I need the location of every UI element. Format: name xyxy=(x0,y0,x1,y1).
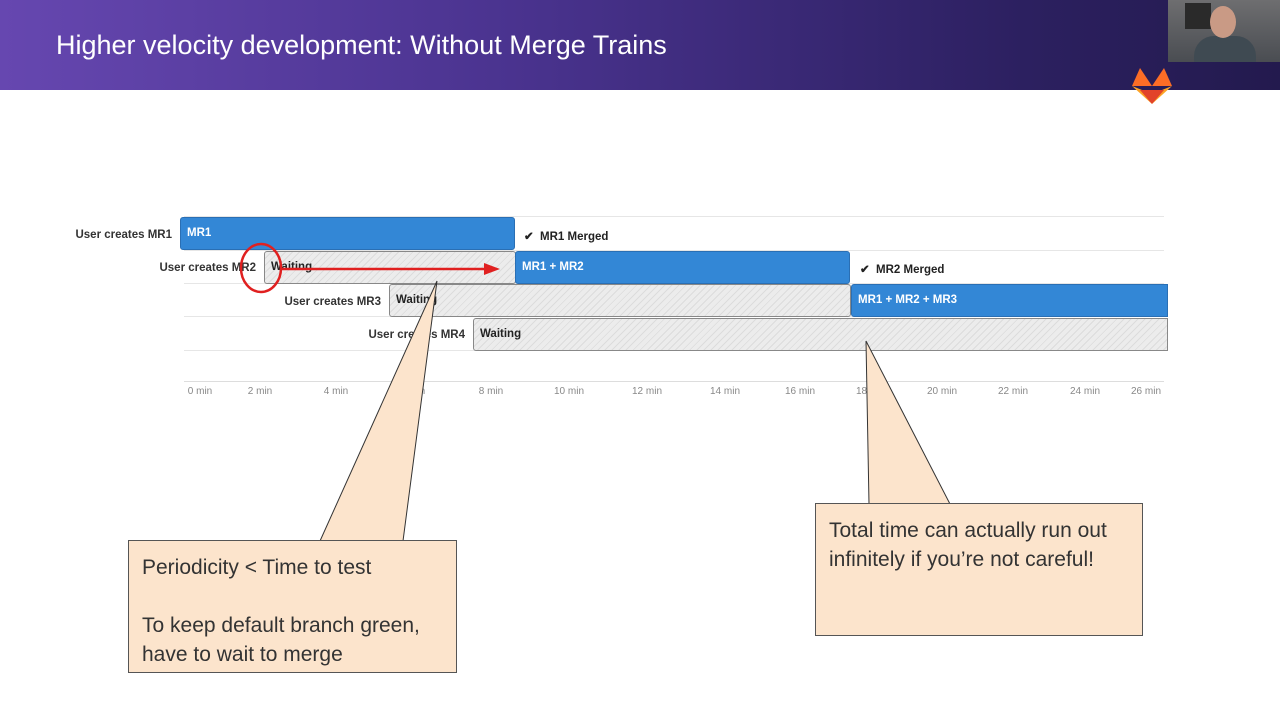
check-icon: ✔ xyxy=(860,264,870,276)
row-label: User creates MR1 xyxy=(75,229,172,241)
presenter-webcam xyxy=(1168,0,1280,62)
tick-label: 10 min xyxy=(553,386,585,397)
tick-label: 4 min xyxy=(323,386,349,397)
tick-label: 0 min xyxy=(187,386,213,397)
tick-label: 18 min xyxy=(855,386,887,397)
tick-label: 2 min xyxy=(247,386,273,397)
bar-waiting: Waiting xyxy=(473,318,1168,351)
x-axis-line xyxy=(184,381,1164,382)
row-label: User creates MR3 xyxy=(284,296,381,308)
callout-pointer-right xyxy=(865,340,951,505)
row-label: User creates MR2 xyxy=(159,262,256,274)
callout-left: Periodicity < Time to test To keep defau… xyxy=(128,540,457,673)
bar-mr1: MR1 xyxy=(180,217,515,250)
tick-label: 26 min xyxy=(1130,386,1162,397)
tick-label: 22 min xyxy=(997,386,1029,397)
merged-label: ✔ MR1 Merged xyxy=(524,231,609,243)
tick-label: 20 min xyxy=(926,386,958,397)
tick-label: 12 min xyxy=(631,386,663,397)
callout-pointer-left xyxy=(319,280,438,542)
tick-label: 6 min xyxy=(400,386,426,397)
title-bar: Higher velocity development: Without Mer… xyxy=(0,0,1280,90)
merged-label: ✔ MR2 Merged xyxy=(860,264,945,276)
tick-label: 16 min xyxy=(784,386,816,397)
slide-title: Higher velocity development: Without Mer… xyxy=(56,30,667,60)
bar-waiting: Waiting xyxy=(264,251,516,284)
tick-label: 14 min xyxy=(709,386,741,397)
check-icon: ✔ xyxy=(524,231,534,243)
tick-label: 24 min xyxy=(1069,386,1101,397)
bar-mr1-mr2-mr3: MR1 + MR2 + MR3 xyxy=(851,284,1168,317)
callout-right: Total time can actually run out infinite… xyxy=(815,503,1143,636)
tick-label: 8 min xyxy=(478,386,504,397)
bar-waiting: Waiting xyxy=(389,284,851,317)
wall-logo xyxy=(1185,3,1211,29)
row-label: User creates MR4 xyxy=(368,329,465,341)
bar-mr1-mr2: MR1 + MR2 xyxy=(515,251,850,284)
